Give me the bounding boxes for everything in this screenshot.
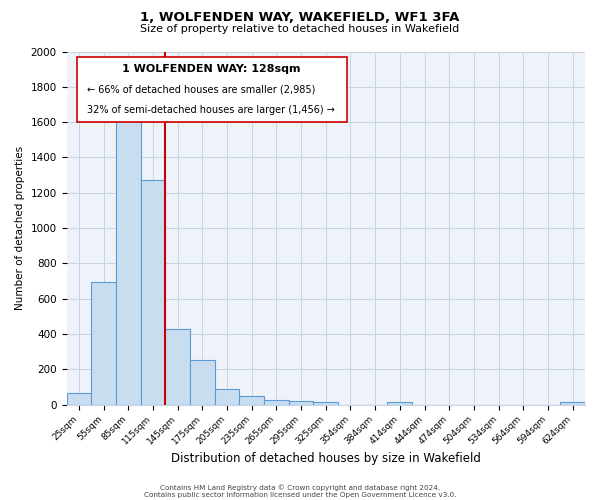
Text: ← 66% of detached houses are smaller (2,985): ← 66% of detached houses are smaller (2,…	[87, 84, 316, 94]
Bar	[239, 396, 264, 404]
Text: Size of property relative to detached houses in Wakefield: Size of property relative to detached ho…	[140, 24, 460, 34]
Text: 1, WOLFENDEN WAY, WAKEFIELD, WF1 3FA: 1, WOLFENDEN WAY, WAKEFIELD, WF1 3FA	[140, 11, 460, 24]
Bar	[165, 328, 190, 404]
Text: Contains HM Land Registry data © Crown copyright and database right 2024.: Contains HM Land Registry data © Crown c…	[160, 484, 440, 491]
Y-axis label: Number of detached properties: Number of detached properties	[15, 146, 25, 310]
Text: Contains public sector information licensed under the Open Government Licence v3: Contains public sector information licen…	[144, 492, 456, 498]
X-axis label: Distribution of detached houses by size in Wakefield: Distribution of detached houses by size …	[171, 452, 481, 465]
Bar	[140, 180, 165, 404]
Text: 1 WOLFENDEN WAY: 128sqm: 1 WOLFENDEN WAY: 128sqm	[122, 64, 301, 74]
Bar	[313, 402, 338, 404]
Bar	[560, 402, 585, 404]
Bar	[91, 282, 116, 405]
Text: 32% of semi-detached houses are larger (1,456) →: 32% of semi-detached houses are larger (…	[87, 106, 335, 116]
Bar	[388, 402, 412, 404]
Bar	[289, 401, 313, 404]
Bar	[215, 388, 239, 404]
Bar	[67, 393, 91, 404]
Bar	[190, 360, 215, 405]
FancyBboxPatch shape	[77, 57, 347, 122]
Bar	[264, 400, 289, 404]
Bar	[116, 118, 140, 405]
